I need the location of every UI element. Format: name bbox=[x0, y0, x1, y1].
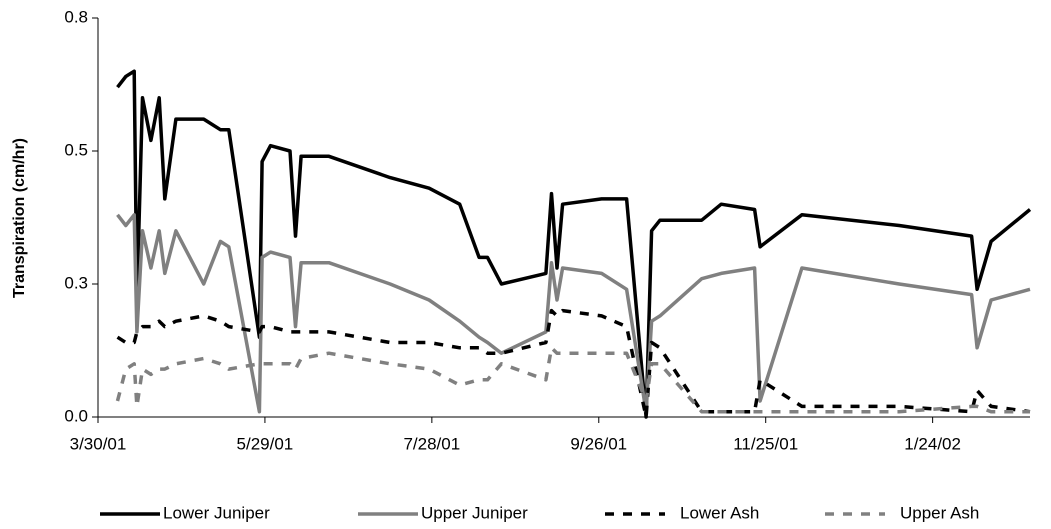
x-tick-label: 5/29/01 bbox=[237, 434, 294, 453]
y-tick-label: 0.5 bbox=[64, 140, 88, 159]
series-line bbox=[115, 346, 1030, 414]
y-axis-label: Transpiration (cm/hr) bbox=[11, 138, 28, 298]
x-tick-label: 9/26/01 bbox=[570, 434, 627, 453]
y-tick-label: 0.8 bbox=[64, 7, 88, 26]
series-line bbox=[116, 308, 1031, 419]
legend-label: Upper Juniper bbox=[421, 503, 528, 522]
y-tick-label: 0.3 bbox=[64, 273, 88, 292]
legend-label: Lower Ash bbox=[680, 503, 759, 522]
x-tick-label: 7/28/01 bbox=[403, 434, 460, 453]
legend-label: Upper Ash bbox=[900, 503, 979, 522]
series-line bbox=[116, 213, 1031, 414]
series-line bbox=[116, 69, 1032, 419]
y-tick-label: 0.0 bbox=[64, 406, 88, 425]
x-tick-label: 11/25/01 bbox=[733, 434, 798, 453]
legend-label: Lower Juniper bbox=[163, 503, 270, 522]
x-tick-label: 3/30/01 bbox=[70, 434, 127, 453]
x-tick-label: 1/24/02 bbox=[904, 434, 961, 453]
